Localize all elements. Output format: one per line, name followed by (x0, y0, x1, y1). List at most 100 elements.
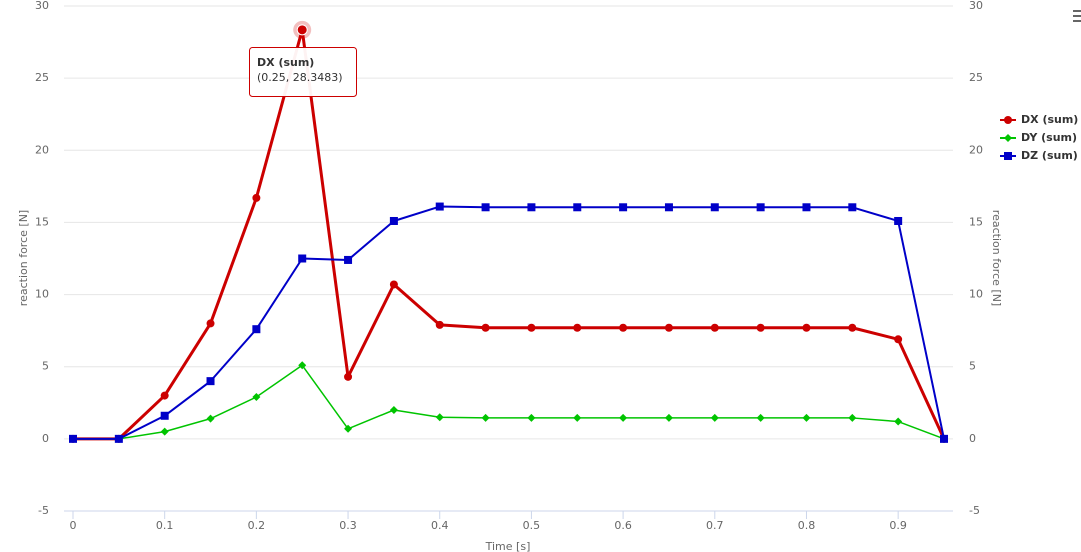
point[interactable] (160, 427, 169, 436)
y-axis-title: reaction force [N] (17, 210, 30, 306)
y2-tick-label: 20 (969, 143, 983, 156)
legend-item[interactable]: DX (sum) (1000, 113, 1078, 126)
legend-label: DY (sum) (1021, 131, 1077, 144)
x-tick-label: 0.2 (248, 519, 266, 532)
point[interactable] (389, 216, 398, 225)
point[interactable] (69, 434, 77, 443)
point[interactable] (619, 323, 628, 332)
y-tick-label: 10 (35, 288, 49, 301)
point[interactable] (894, 216, 903, 225)
y-tick-label: 25 (35, 71, 49, 84)
point[interactable] (252, 393, 261, 402)
series (69, 202, 948, 443)
point[interactable] (389, 406, 398, 414)
point[interactable] (206, 319, 215, 328)
legend-item[interactable]: DY (sum) (1000, 131, 1077, 144)
point[interactable] (481, 323, 490, 332)
point[interactable] (710, 203, 719, 212)
legend-item[interactable]: DZ (sum) (1000, 149, 1078, 162)
point[interactable] (481, 203, 490, 212)
point[interactable] (435, 320, 444, 329)
legend-label: DX (sum) (1021, 113, 1078, 126)
legend-label: DZ (sum) (1021, 149, 1078, 162)
point[interactable] (573, 203, 582, 212)
point[interactable] (298, 361, 307, 370)
point[interactable] (756, 413, 765, 422)
tooltip: DX (sum) (0.25, 28.3483) (249, 47, 357, 97)
y-tick-label: 15 (35, 215, 49, 228)
point[interactable] (619, 413, 628, 422)
point[interactable] (527, 413, 536, 422)
x-axis-title: Time [s] (485, 540, 531, 552)
point[interactable] (848, 323, 857, 332)
point[interactable] (435, 202, 444, 211)
point[interactable] (756, 323, 765, 332)
menu-icon[interactable] (1073, 10, 1081, 22)
point[interactable] (527, 323, 536, 332)
y2-tick-label: 25 (969, 71, 983, 84)
x-tick-label: 0.8 (798, 519, 816, 532)
x-tick-label: 0.9 (889, 519, 907, 532)
point[interactable] (894, 335, 903, 344)
point[interactable] (389, 280, 398, 289)
point (1004, 152, 1012, 160)
point[interactable] (252, 325, 261, 334)
point[interactable] (160, 391, 169, 400)
series (69, 25, 948, 443)
point[interactable] (481, 413, 490, 422)
series (69, 361, 948, 443)
x-tick-label: 0.7 (706, 519, 724, 532)
point[interactable] (344, 424, 353, 433)
point[interactable] (802, 413, 811, 422)
x-tick-label: 0.1 (156, 519, 174, 532)
x-tick-label: 0.5 (523, 519, 541, 532)
x-tick-label: 0 (70, 519, 77, 532)
point[interactable] (710, 323, 719, 332)
tooltip-title: DX (sum) (257, 56, 314, 69)
point[interactable] (527, 203, 536, 212)
y2-tick-label: 5 (969, 360, 976, 373)
y-tick-label: -5 (38, 504, 49, 517)
point[interactable] (848, 413, 857, 422)
x-tick-label: 0.6 (614, 519, 632, 532)
hover-point (296, 24, 308, 36)
point[interactable] (160, 411, 169, 420)
y-tick-label: 0 (42, 432, 49, 445)
point[interactable] (619, 203, 628, 212)
point[interactable] (664, 323, 673, 332)
x-tick-label: 0.3 (339, 519, 357, 532)
point[interactable] (664, 413, 673, 422)
series-line (73, 364, 945, 440)
series-line (73, 28, 946, 441)
point[interactable] (940, 434, 948, 443)
point[interactable] (710, 413, 719, 422)
y2-tick-label: -5 (969, 504, 980, 517)
point[interactable] (894, 417, 903, 426)
point[interactable] (573, 413, 582, 422)
point[interactable] (206, 414, 215, 423)
point[interactable] (802, 323, 811, 332)
x-tick-label: 0.4 (431, 519, 449, 532)
point[interactable] (344, 372, 353, 381)
y2-tick-label: 30 (969, 0, 983, 12)
y-tick-label: 5 (42, 360, 49, 373)
point[interactable] (756, 203, 765, 212)
y-tick-label: 30 (35, 0, 49, 12)
point[interactable] (252, 193, 261, 202)
point[interactable] (114, 434, 123, 443)
point (1004, 116, 1012, 124)
y2-tick-label: 10 (969, 288, 983, 301)
point[interactable] (344, 255, 353, 264)
point[interactable] (802, 203, 811, 212)
point[interactable] (664, 203, 673, 212)
point[interactable] (848, 203, 857, 212)
y-tick-label: 20 (35, 143, 49, 156)
point[interactable] (206, 377, 215, 386)
point (1004, 134, 1012, 142)
point[interactable] (435, 413, 444, 422)
y2-tick-label: 0 (969, 432, 976, 445)
y2-axis-title: reaction force [N] (990, 210, 1003, 306)
point[interactable] (573, 323, 582, 332)
point[interactable] (298, 254, 307, 263)
